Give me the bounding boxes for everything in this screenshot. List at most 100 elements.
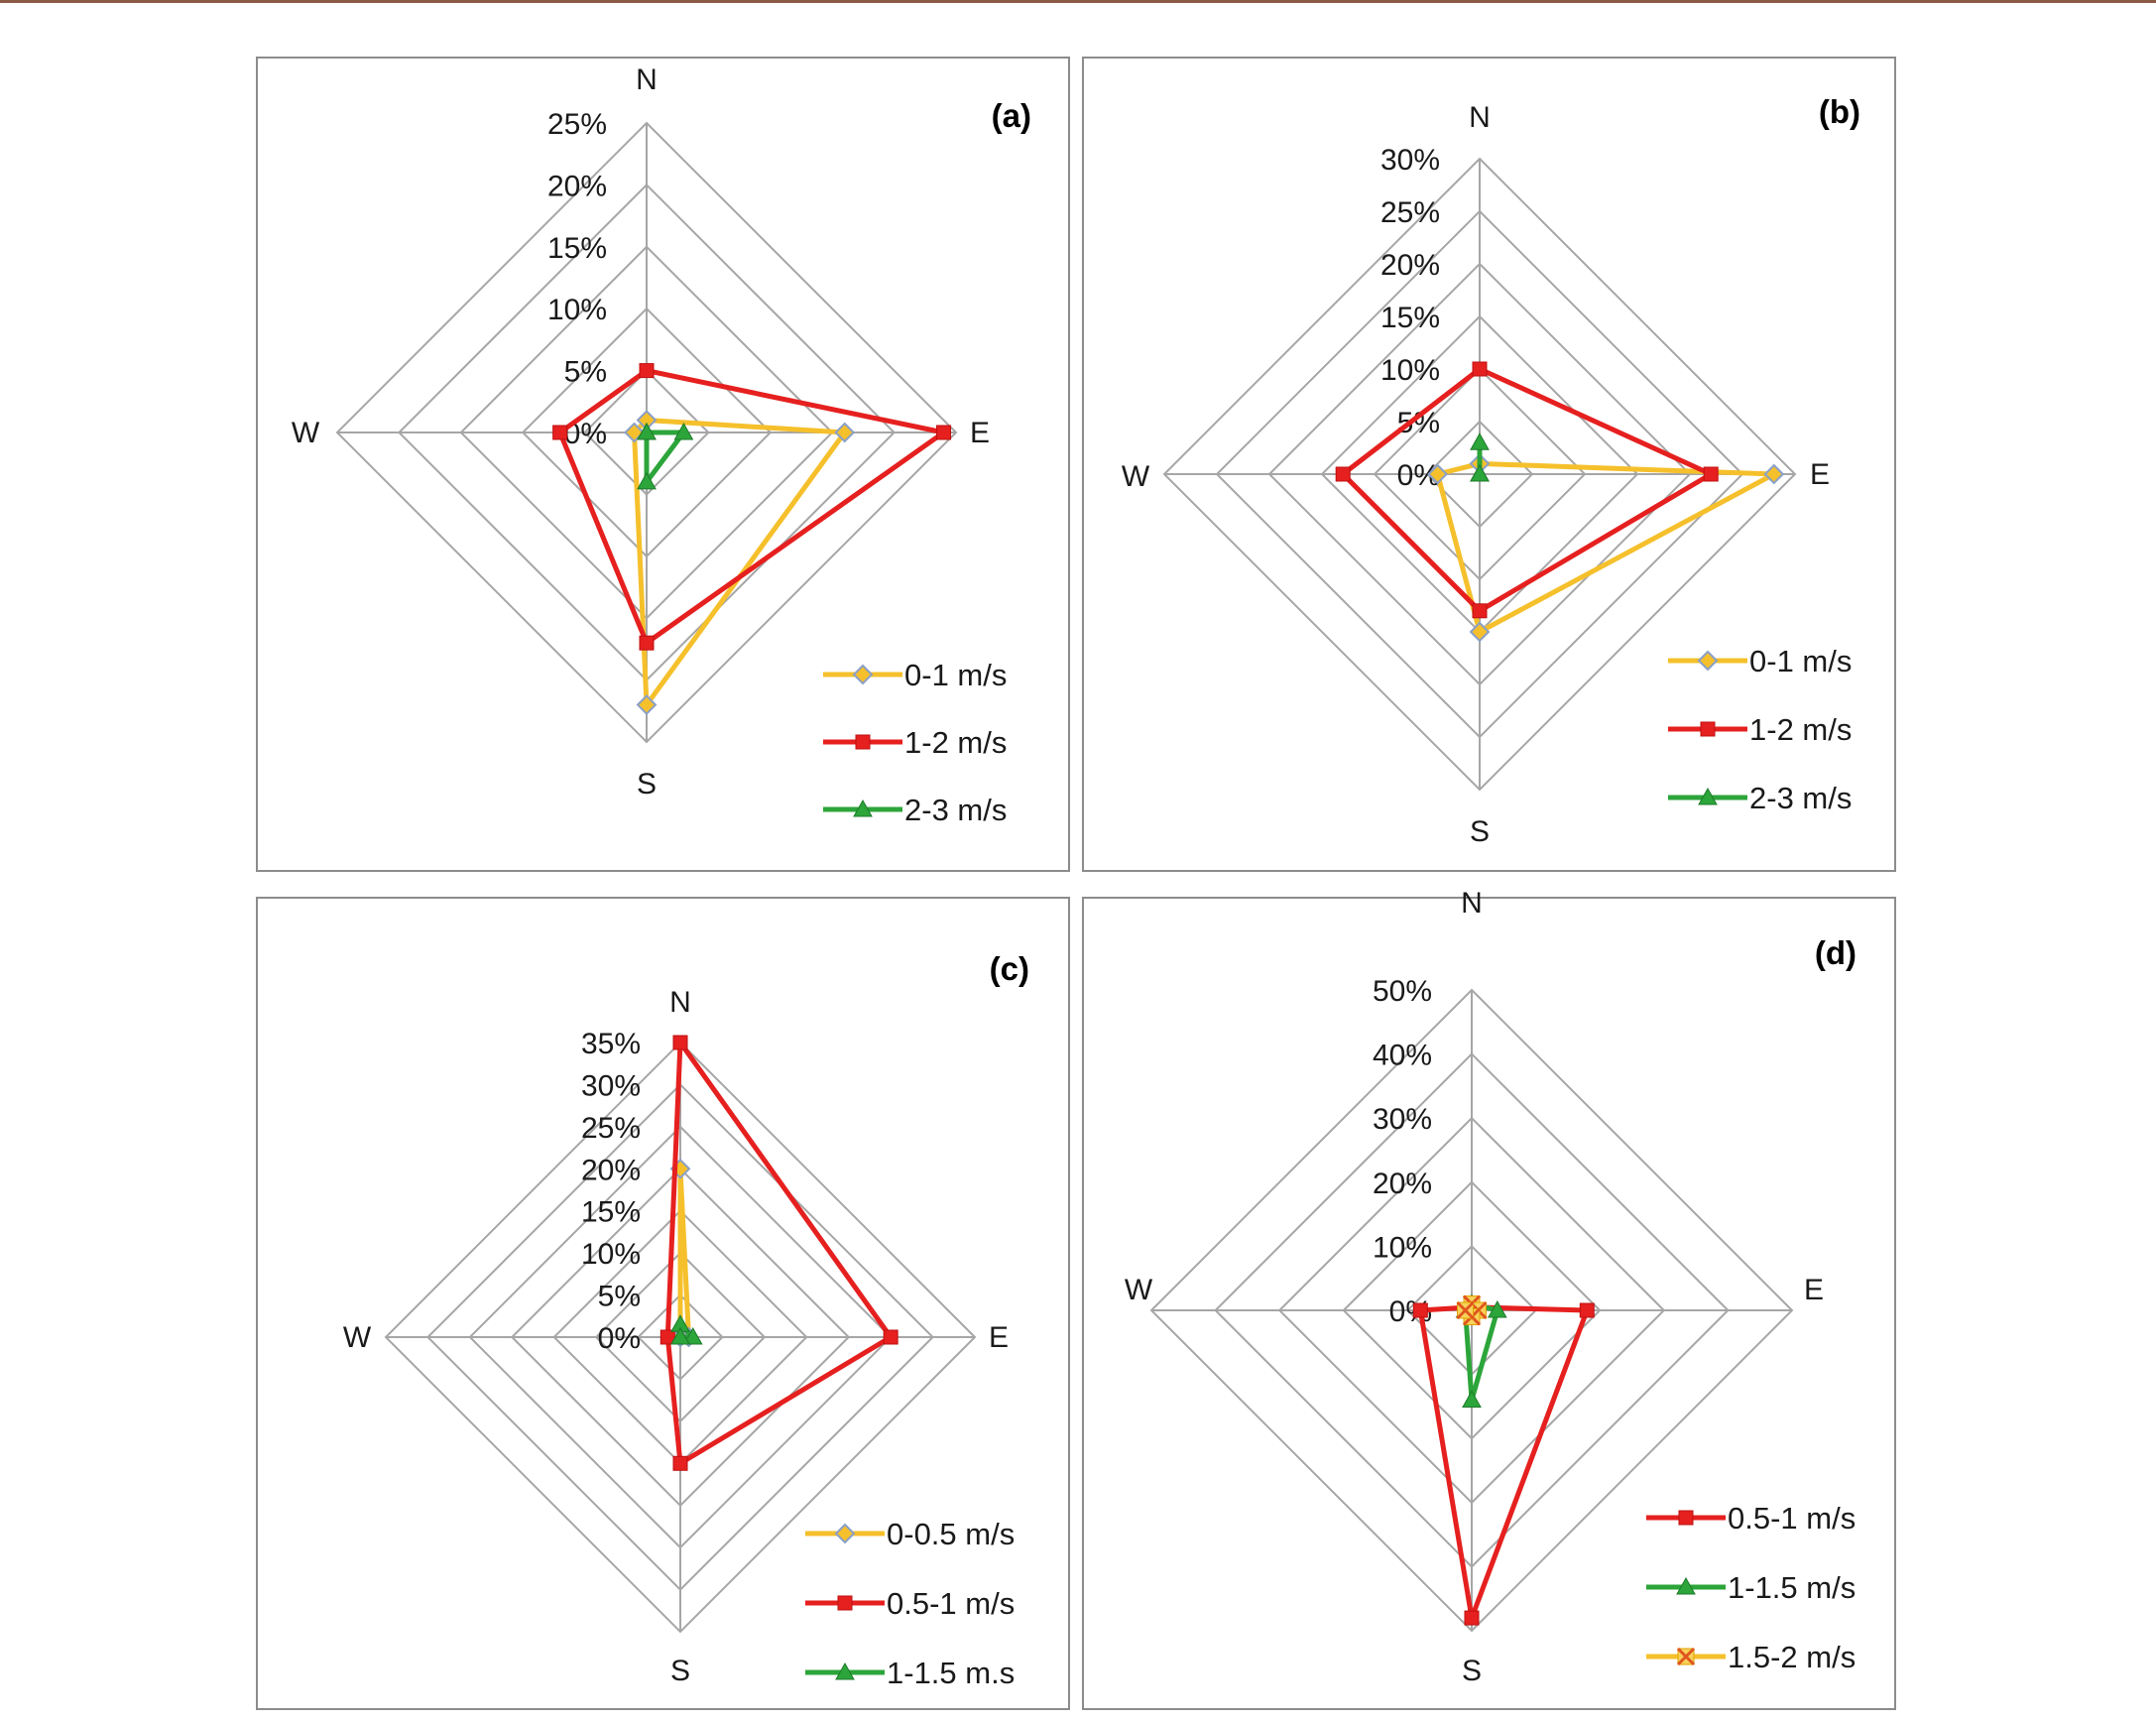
panel-c-series-3-point-w xyxy=(670,1326,690,1345)
panel-d-series-2-point-s xyxy=(1462,1390,1482,1408)
panel-a-series-1-point-e xyxy=(834,422,856,443)
panel-c-series-3-legend-marker xyxy=(835,1661,855,1680)
panel-c-tick-label: 0% xyxy=(598,1322,641,1355)
panel-d-tick-label: 10% xyxy=(1373,1231,1432,1264)
panel-a-series-2-point-n xyxy=(639,363,655,379)
panel-d-series-2-point-e-shape xyxy=(1487,1299,1507,1318)
panel-b-series-2-point-s-shape xyxy=(1472,603,1488,619)
panel-a-tick-label: 5% xyxy=(564,356,607,389)
panel-c-series-1-legend-marker xyxy=(834,1523,856,1544)
panel-b-series-2-point-s xyxy=(1472,603,1488,619)
panel-c-series-2-legend-label: 0.5-1 m/s xyxy=(887,1586,1015,1621)
panel-b-series-3-legend-marker-shape xyxy=(1698,787,1718,805)
panel-d-series-3-point-w-x2 xyxy=(1456,1300,1475,1320)
panel-d-series-3-legend-marker-x2 xyxy=(1676,1647,1696,1666)
panel-d-series-2-point-e xyxy=(1487,1299,1507,1318)
panel-d-series-2-point-s-shape xyxy=(1462,1390,1482,1408)
panel-b-series-1-point-e-shape xyxy=(1763,463,1785,485)
panel-d-series-1-point-w xyxy=(1412,1302,1428,1318)
panel-a-direction-e: E xyxy=(970,417,990,449)
panel-b-series-3-legend-label: 2-3 m/s xyxy=(1749,781,1852,815)
panel-b-series-1-point-s-shape xyxy=(1469,621,1491,643)
panel-a-series-2-legend-marker-shape xyxy=(855,734,871,750)
panel-d-tick-label: 30% xyxy=(1373,1103,1432,1136)
panel-a-series-3-point-e-shape xyxy=(673,422,694,440)
panel-b-series-2-legend-marker-shape xyxy=(1700,721,1716,737)
panel-a-tag: (a) xyxy=(992,97,1031,134)
panel-b-tick-label: 20% xyxy=(1380,249,1440,282)
panel-b-series-1-legend-label: 0-1 m/s xyxy=(1749,644,1852,678)
panel-d-series-1-legend-marker xyxy=(1678,1510,1694,1526)
panel-d-direction-w: W xyxy=(1125,1274,1153,1306)
panel-b-series-2-point-e xyxy=(1703,466,1719,482)
panel-b-series-2-point-w xyxy=(1335,466,1351,482)
panel-c-series-1-legend-label: 0-0.5 m/s xyxy=(887,1517,1015,1551)
panel-c-tick-label: 25% xyxy=(581,1112,641,1145)
panel-d-series-1-point-e xyxy=(1579,1302,1595,1318)
panel-b-series-2-point-n-shape xyxy=(1472,361,1488,377)
panel-b-direction-e: E xyxy=(1810,458,1830,491)
panel-b-series-3-legend-marker xyxy=(1698,787,1718,805)
panel-a-series-2-point-s xyxy=(639,635,655,651)
panel-c-tick-label: 10% xyxy=(581,1238,641,1271)
panel-c-series-2-point-e-shape xyxy=(883,1329,898,1345)
panel-c-tick-label: 35% xyxy=(581,1028,641,1060)
panel-b-series-1-point-w xyxy=(1427,463,1449,485)
panel-d-tick-label: 40% xyxy=(1373,1040,1432,1072)
panel-b-tag: (b) xyxy=(1819,93,1860,130)
panel-c-series-3-legend-marker-shape xyxy=(835,1661,855,1680)
panel-c-series-2-point-e xyxy=(883,1329,898,1345)
panel-b-series-3-point-n-shape xyxy=(1470,432,1490,450)
panel-c-tick-label: 15% xyxy=(581,1196,641,1229)
panel-c-series-3-point-e-shape xyxy=(682,1326,703,1345)
panel-a-series-3-legend-label: 2-3 m/s xyxy=(904,793,1007,827)
panel-c-tag: (c) xyxy=(990,950,1029,987)
panel-d-series-3-legend-marker xyxy=(1676,1647,1696,1666)
panel-c-series-2-legend-marker xyxy=(837,1595,853,1611)
panel-c-series-2-point-w-shape xyxy=(659,1329,675,1345)
panel-b-tick-label: 10% xyxy=(1380,354,1440,387)
panel-a-series-1-point-s xyxy=(636,694,658,715)
panel-a-series-2-point-w xyxy=(552,425,568,440)
panel-d-series-1-point-w-shape xyxy=(1412,1302,1428,1318)
panel-b-direction-w: W xyxy=(1122,460,1150,493)
panel-b-direction-s: S xyxy=(1470,815,1490,848)
panel-b-tick-label: 25% xyxy=(1380,196,1440,229)
panel-b-series-1-legend-marker-shape xyxy=(1697,650,1719,672)
panel-c-direction-s: S xyxy=(670,1655,690,1687)
panel-a-series-3-point-w-shape xyxy=(637,422,657,440)
top-border-line xyxy=(0,0,2156,3)
panel-d-direction-s: S xyxy=(1462,1655,1482,1687)
panel-b-series-1-point-w-shape xyxy=(1427,463,1449,485)
panel-b-series-3-point-w-shape xyxy=(1470,463,1490,482)
panel-b-series-2-legend-marker xyxy=(1700,721,1716,737)
panel-d-series-2-legend-marker xyxy=(1676,1576,1696,1595)
panel-d-series-3-point-w xyxy=(1456,1300,1475,1320)
panel-b-series-1-legend-marker xyxy=(1697,650,1719,672)
panel-c: 0% 5% 10% 15% 20% 25% 30% 35% N E S W (c) 0-0.5 m/s 0.… xyxy=(256,897,1070,1710)
panel-c-frame xyxy=(256,897,1070,1710)
panel-c-tick-label: 30% xyxy=(581,1069,641,1102)
panel-a-series-3-point-s xyxy=(637,471,657,490)
panel-c-series-1-legend-marker-shape xyxy=(834,1523,856,1544)
panel-a-series-1-legend-marker-shape xyxy=(852,664,874,685)
panel-a-direction-s: S xyxy=(637,768,657,800)
panel-b-series-2-point-e-shape xyxy=(1703,466,1719,482)
panel-a-series-2-legend-marker xyxy=(855,734,871,750)
panel-c-tick-label: 20% xyxy=(581,1154,641,1186)
panel-b-tick-label: 30% xyxy=(1380,144,1440,177)
panel-d-series-1-point-s-shape xyxy=(1464,1610,1480,1626)
panel-c-direction-w: W xyxy=(343,1321,372,1354)
panel-c-series-3-legend-label: 1-1.5 m.s xyxy=(887,1656,1015,1690)
panel-c-series-2-point-s xyxy=(672,1455,688,1471)
panel-d-series-1-legend-label: 0.5-1 m/s xyxy=(1728,1501,1856,1536)
panel-a-series-3-legend-marker-shape xyxy=(853,799,873,817)
panel-b-series-2-point-w-shape xyxy=(1335,466,1351,482)
panel-a-direction-n: N xyxy=(636,63,658,96)
panel-c-series-2-point-n-shape xyxy=(672,1035,688,1050)
panel-a-series-1-point-s-shape xyxy=(636,694,658,715)
panel-d-tick-label: 20% xyxy=(1373,1168,1432,1200)
